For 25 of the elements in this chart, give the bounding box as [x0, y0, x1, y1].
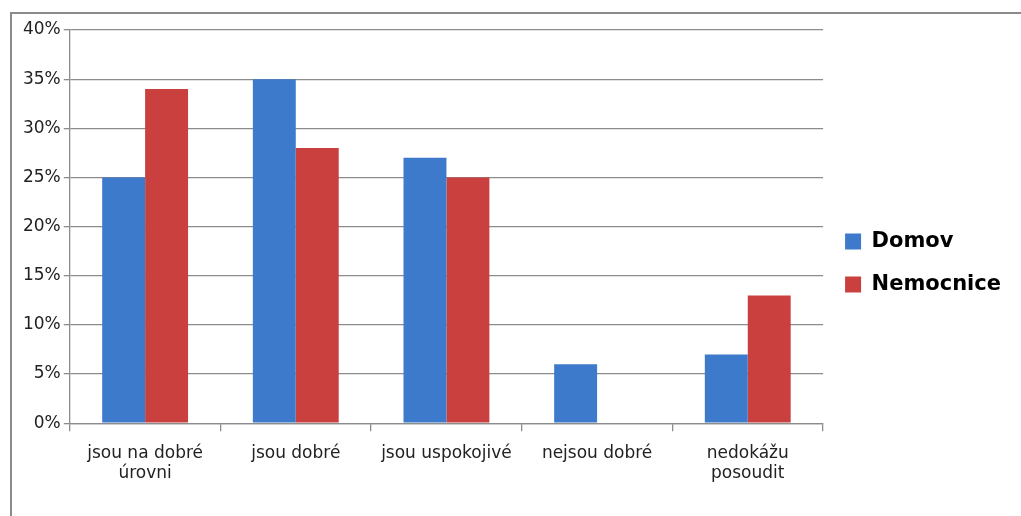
bar — [446, 177, 490, 423]
x-tick-label: jsou uspokojivé — [380, 441, 512, 462]
bar — [295, 147, 339, 423]
bar — [252, 79, 296, 423]
bar — [403, 157, 447, 423]
y-tick-label: 30% — [22, 116, 61, 137]
y-tick-label: 40% — [22, 18, 61, 39]
legend-label: Nemocnice — [871, 270, 1002, 295]
bar — [747, 295, 791, 423]
y-tick-label: 5% — [33, 362, 61, 383]
x-tick-label: nedokážu posoudit — [706, 441, 789, 483]
bar — [704, 354, 748, 423]
bar — [554, 364, 598, 423]
y-tick-label: 15% — [22, 264, 61, 285]
legend-label: Domov — [871, 227, 954, 252]
y-tick-label: 20% — [22, 215, 61, 236]
y-tick-label: 0% — [33, 411, 61, 432]
x-tick-label: jsou dobré — [250, 441, 341, 462]
y-tick-label: 35% — [22, 67, 61, 88]
x-tick-label: jsou na dobré úrovni — [86, 441, 204, 483]
x-tick-label: nejsou dobré — [541, 441, 653, 462]
bar — [145, 88, 189, 423]
bar — [102, 177, 146, 423]
y-tick-label: 25% — [22, 165, 61, 186]
y-tick-label: 10% — [22, 313, 61, 334]
